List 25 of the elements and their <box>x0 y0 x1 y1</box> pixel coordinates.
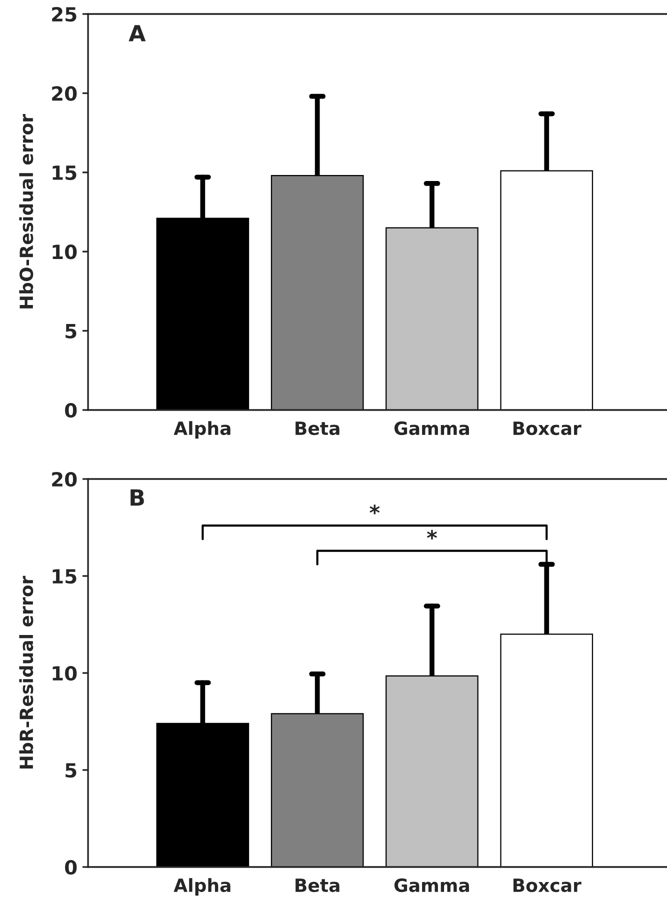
y-tick-label: 15 <box>52 569 76 584</box>
x-tick-label: Beta <box>296 878 340 892</box>
y-tick-label: 5 <box>66 324 76 338</box>
annotation: * <box>426 530 438 540</box>
y-axis-title: HbO-Residual error <box>19 114 34 308</box>
y-tick-label: 25 <box>52 6 76 22</box>
y-tick-label: 20 <box>52 472 77 487</box>
y-tick-label: 15 <box>52 166 76 180</box>
y-tick-label: 10 <box>52 244 77 260</box>
annotation: * <box>370 504 380 514</box>
y-tick-label: 20 <box>52 86 77 101</box>
x-tick-label: Boxcar <box>513 422 582 436</box>
x-tick-label: Beta <box>296 422 340 436</box>
chart-title: A <box>128 25 146 42</box>
x-tick-label: Gamma <box>394 878 469 892</box>
x-tick-label: Gamma <box>394 421 469 436</box>
x-tick-label: Alpha <box>174 878 230 896</box>
y-axis-title: HbR-Residual error <box>19 576 34 768</box>
y-tick-label: 5 <box>66 763 76 778</box>
x-tick-label: Boxcar <box>513 878 582 892</box>
y-tick-label: 0 <box>65 860 77 875</box>
chart-title: B <box>130 489 144 506</box>
y-tick-label: 0 <box>65 402 77 418</box>
x-tick-label: Alpha <box>174 421 230 439</box>
y-tick-label: 10 <box>52 666 77 681</box>
